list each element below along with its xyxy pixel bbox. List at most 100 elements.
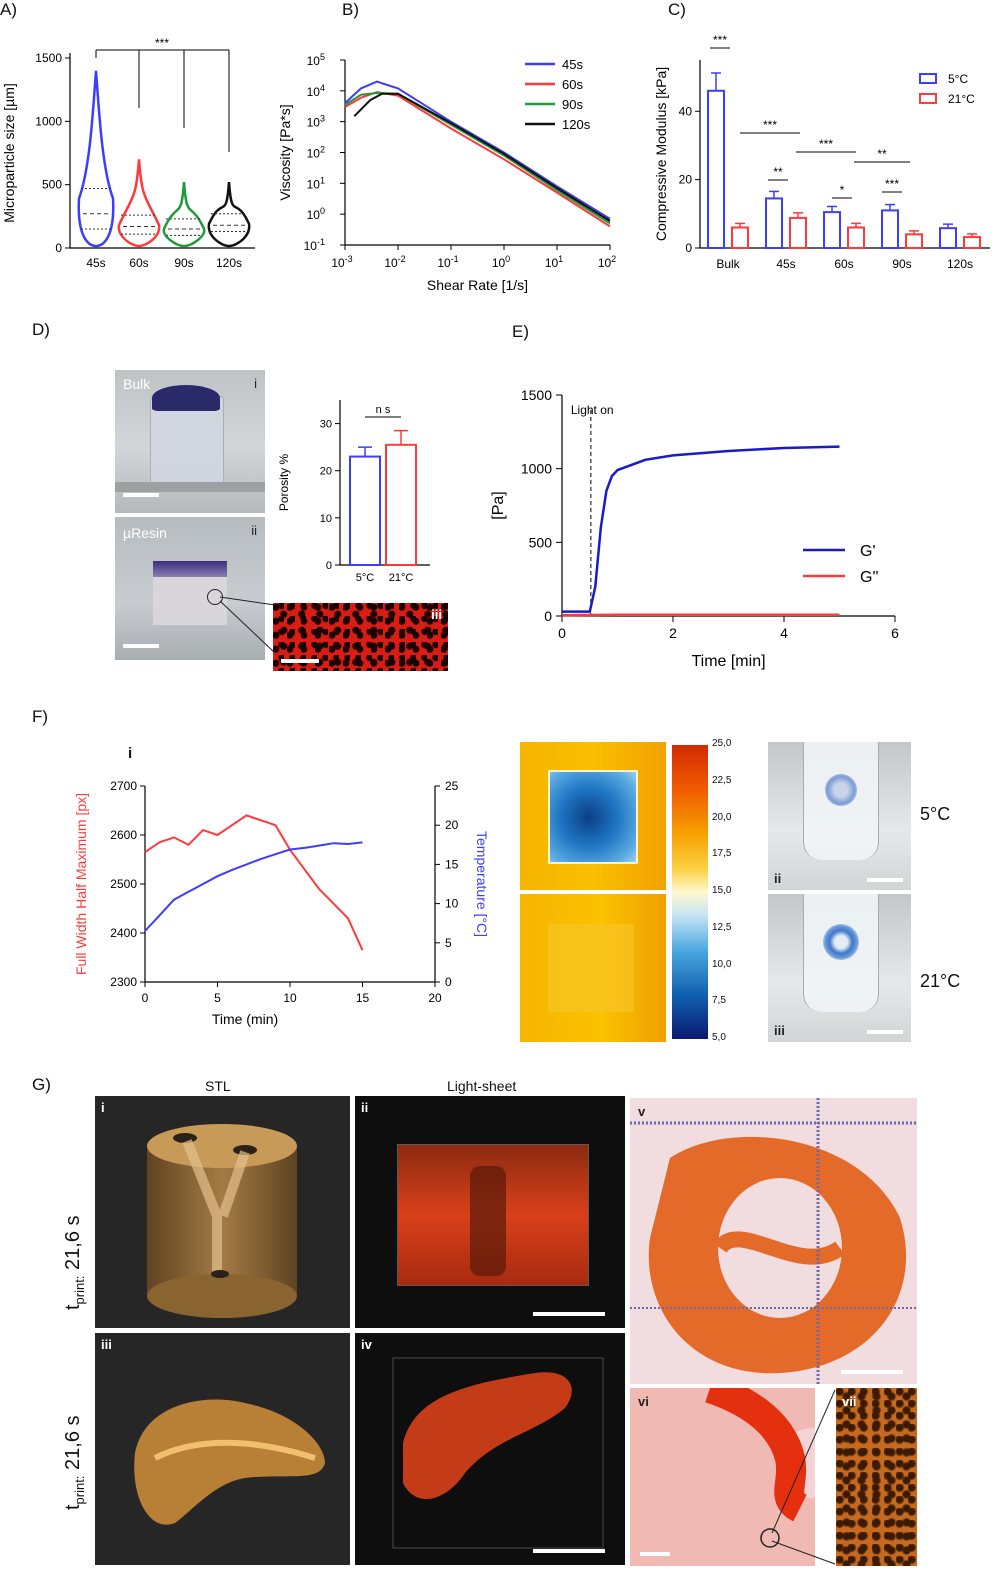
x-tick-label: 20	[428, 991, 442, 1005]
annotation-light-on: Light on	[571, 403, 614, 417]
column-label-stl: STL	[205, 1078, 231, 1094]
vial-photo-5c: ii	[768, 742, 911, 890]
y-axis-label: Microparticle size [µm]	[1, 83, 17, 223]
yinyang-drawing	[630, 1098, 917, 1384]
y-tick-label: 5	[445, 936, 452, 950]
x-tick-label: 21°C	[389, 572, 414, 584]
bar-5°C-45s	[765, 197, 783, 250]
y-tick-label: 500	[529, 534, 553, 550]
bar-21°C-90s	[905, 233, 923, 249]
panel-label-e: E)	[512, 322, 529, 341]
y-tick-label: 10-1	[304, 237, 325, 253]
yinyang-zoom-drawing	[630, 1388, 815, 1566]
legend-label: 45s	[562, 57, 583, 72]
panel-label-f: F)	[32, 707, 49, 726]
y-tick-label: 15	[445, 857, 459, 871]
bar-5°C-60s	[823, 211, 841, 249]
colorbar	[672, 745, 708, 1039]
bar-21°C-60s	[847, 226, 865, 249]
lightsheet-channel	[470, 1166, 506, 1276]
y-tick-label: 10	[445, 897, 459, 911]
bar-5°C	[349, 455, 381, 566]
y-tick-label: 20	[320, 466, 332, 478]
lightsheet-render-pancreas: iv	[355, 1333, 625, 1565]
tag-d-iii: iii	[431, 607, 442, 622]
y-axis-label: Porosity %	[277, 453, 291, 511]
tag-g-v: v	[638, 1104, 646, 1119]
y-tick-label: 2400	[110, 926, 137, 940]
scale-bar	[533, 1312, 605, 1316]
y-axis-label-left: Full Width Half Maximum [px]	[73, 793, 89, 975]
x-tick-label: 120s	[947, 257, 973, 271]
y-tick-label: 500	[42, 178, 62, 192]
y-tick-label: 1500	[521, 387, 552, 403]
colorbar-tick-label: 10,0	[712, 958, 732, 970]
legend-swatch	[919, 93, 937, 104]
uresin-label: µResin	[123, 525, 167, 541]
sig-label: ***	[819, 137, 833, 151]
y-tick-label: 100	[307, 206, 325, 222]
y-tick-label: 0	[326, 560, 332, 572]
scale-bar	[533, 1549, 605, 1553]
series-left	[144, 814, 364, 951]
y-tick-label: 1500	[35, 51, 62, 65]
violin-45s	[77, 70, 115, 248]
sig-label: ***	[713, 33, 727, 47]
y-tick-label: 2300	[110, 975, 137, 989]
y-tick-label: 25	[445, 779, 459, 793]
x-tick-label: 90s	[892, 257, 911, 271]
stl-pancreas-drawing	[134, 1399, 325, 1525]
colorbar-tick-label: 20,0	[712, 811, 732, 823]
photo-yinyang-zoom: vi	[630, 1388, 815, 1566]
chart-c: 0 20 40 Compressive Modulus [kPa] Bulk 45s 60s…	[653, 33, 990, 271]
x-tick-label: 102	[598, 254, 616, 270]
x-tick-label: 10-3	[331, 254, 352, 270]
colorbar-tick-label: 25,0	[712, 738, 732, 749]
colorbar-tick-label: 17,5	[712, 848, 732, 860]
colorbar-tick-label: 12,5	[712, 921, 732, 933]
x-tick-label: 101	[545, 254, 563, 270]
y-tick-label: 0	[544, 608, 552, 624]
x-tick-label: 120s	[216, 256, 242, 270]
x-tick-label: 10-1	[437, 254, 458, 270]
sig-label: ***	[885, 177, 899, 191]
scale-bar	[867, 878, 903, 882]
y-tick-label: 2500	[110, 877, 137, 891]
y-tick-label: 0	[445, 975, 452, 989]
y-tick-label: 20	[679, 173, 693, 187]
series-60s	[344, 91, 611, 228]
x-tick-label: 0	[558, 625, 566, 641]
sig-label: n s	[376, 404, 391, 416]
y-tick-label: 104	[307, 83, 325, 99]
violin-60s	[117, 159, 161, 248]
tag-f-ii: ii	[774, 871, 782, 886]
colorbar-tick-label: 22,5	[712, 774, 732, 786]
legend-label: G''	[860, 569, 879, 586]
sig-label: **	[773, 165, 783, 179]
scale-bar	[841, 1370, 903, 1374]
y-tick-label: 2600	[110, 828, 137, 842]
legend-label: 120s	[562, 117, 591, 132]
y-tick-label: 103	[307, 114, 325, 130]
bulk-gel-cap	[152, 385, 220, 411]
x-tick-label: Bulk	[716, 257, 740, 271]
y-tick-label: 0	[55, 241, 62, 255]
panel-label-g: G)	[32, 1075, 51, 1094]
bar-21°C-Bulk	[731, 226, 749, 249]
violin-120s	[207, 182, 251, 248]
x-axis-label: Time [min]	[691, 653, 765, 670]
series-120s	[353, 92, 611, 222]
x-tick-label: 90s	[174, 256, 193, 270]
y-tick-label: 30	[320, 419, 332, 431]
tag-g-i: i	[101, 1100, 105, 1115]
y-axis-label-right: Temperature [°C]	[474, 831, 490, 937]
zoom-lines	[219, 596, 276, 654]
sig-label: ***	[155, 36, 169, 50]
legend-swatch	[919, 73, 937, 84]
sig-label: *	[840, 183, 845, 197]
series-G'	[562, 445, 840, 613]
chart-a: 0 500 1000 1500 Microparticle size [µm] 45s 60…	[1, 36, 255, 270]
thermal-image-cold	[520, 742, 666, 890]
x-tick-label: 5	[214, 991, 221, 1005]
chart-d-porosity: 0 10 20 30 Porosity % 5°C 21°C n s	[277, 400, 430, 584]
